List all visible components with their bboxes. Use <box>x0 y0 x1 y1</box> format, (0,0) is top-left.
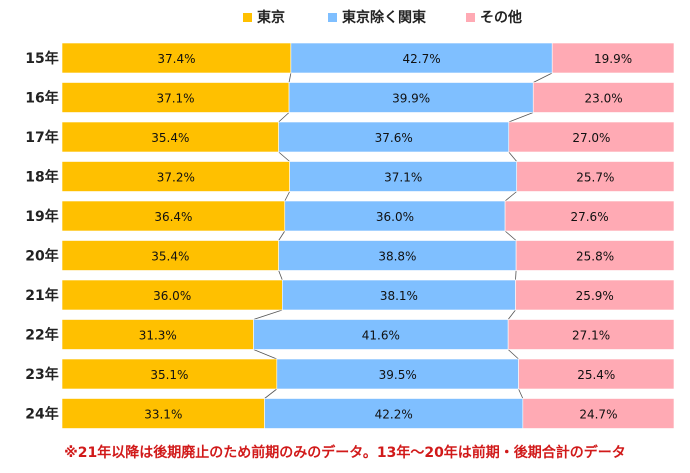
data-label-tokyo: 31.3% <box>139 329 177 343</box>
legend-swatch-other <box>466 12 475 22</box>
series-line <box>288 72 292 83</box>
data-label-kanto: 36.0% <box>376 210 414 224</box>
bar-kanto <box>253 319 509 350</box>
data-label-other: 25.4% <box>577 368 615 382</box>
category-label: 19年 <box>25 208 58 225</box>
series-line <box>278 270 283 281</box>
data-label-kanto: 38.8% <box>378 250 416 264</box>
legend-swatch-kanto <box>328 12 337 22</box>
series-line <box>278 230 286 241</box>
legend-swatch-tokyo <box>243 12 252 22</box>
data-label-tokyo: 36.0% <box>153 289 191 303</box>
series-line <box>508 112 534 123</box>
data-label-kanto: 41.6% <box>362 329 400 343</box>
data-label-other: 27.6% <box>570 210 608 224</box>
bar-kanto <box>278 240 517 271</box>
data-label-other: 27.1% <box>572 329 610 343</box>
category-label: 16年 <box>25 90 58 107</box>
data-label-kanto: 38.1% <box>380 289 418 303</box>
data-label-tokyo: 37.2% <box>157 171 195 185</box>
legend-label-kanto: 東京除く関東 <box>342 10 426 26</box>
data-label-other: 19.9% <box>594 52 632 66</box>
footnote: ※21年以降は後期廃止のため前期のみのデータ。13年～20年は前期・後期合計のデ… <box>64 445 626 461</box>
series-line <box>284 191 291 202</box>
series-line <box>533 72 553 83</box>
data-label-kanto: 39.5% <box>379 368 417 382</box>
bar-other <box>508 121 675 153</box>
bar-tokyo <box>61 42 292 74</box>
data-label-other: 25.8% <box>576 250 614 264</box>
bar-other <box>507 319 675 350</box>
data-label-tokyo: 37.1% <box>156 92 194 106</box>
category-label: 24年 <box>25 406 58 423</box>
bar-kanto <box>278 121 510 153</box>
category-label: 21年 <box>25 287 58 304</box>
bar-tokyo <box>61 358 278 390</box>
series-line <box>507 309 516 320</box>
bar-other <box>522 398 675 429</box>
bar-kanto <box>288 82 534 113</box>
data-label-kanto: 42.2% <box>375 408 413 422</box>
series-line <box>504 230 517 241</box>
data-label-other: 25.9% <box>576 289 614 303</box>
bar-tokyo <box>61 161 290 192</box>
legend: 東京 東京除く関東 その他 <box>0 7 690 29</box>
series-line <box>507 349 519 360</box>
bar-tokyo <box>61 200 286 232</box>
series-line <box>264 388 278 399</box>
series-line <box>253 349 277 360</box>
bar-tokyo <box>61 398 265 429</box>
bar-kanto <box>289 161 518 192</box>
data-label-tokyo: 35.4% <box>151 131 189 145</box>
category-label: 20年 <box>25 248 58 265</box>
data-label-tokyo: 35.1% <box>150 368 188 382</box>
data-label-other: 24.7% <box>579 408 617 422</box>
data-label-other: 27.0% <box>572 131 610 145</box>
data-label-kanto: 39.9% <box>392 92 430 106</box>
bar-other <box>516 161 675 192</box>
bar-tokyo <box>61 82 290 113</box>
category-label: 17年 <box>25 129 58 146</box>
data-label-kanto: 37.1% <box>384 171 422 185</box>
data-label-kanto: 42.7% <box>402 52 440 66</box>
bar-other <box>515 279 675 311</box>
data-label-other: 25.7% <box>576 171 614 185</box>
category-label: 23年 <box>25 366 58 383</box>
category-label: 22年 <box>25 327 58 344</box>
series-line <box>518 388 524 399</box>
bar-kanto <box>276 358 519 390</box>
bar-other <box>515 240 675 271</box>
series-line <box>515 270 517 281</box>
bar-other <box>532 82 675 113</box>
data-label-other: 23.0% <box>585 92 623 106</box>
bar-other <box>551 42 675 74</box>
data-label-tokyo: 36.4% <box>154 210 192 224</box>
series-line <box>278 112 290 123</box>
legend-item-kanto: 東京除く関東 <box>328 7 426 27</box>
data-label-tokyo: 33.1% <box>144 408 182 422</box>
bar-other <box>518 358 675 390</box>
bar-tokyo <box>61 121 279 153</box>
data-label-tokyo: 37.4% <box>157 52 195 66</box>
legend-label-tokyo: 東京 <box>257 10 285 26</box>
series-line <box>278 151 290 162</box>
legend-item-other: その他 <box>466 7 522 27</box>
series-line <box>508 151 518 162</box>
bar-other <box>504 200 675 232</box>
bar-kanto <box>284 200 506 232</box>
data-label-kanto: 37.6% <box>375 131 413 145</box>
data-label-tokyo: 35.4% <box>151 250 189 264</box>
series-line <box>504 191 517 202</box>
legend-item-tokyo: 東京 <box>243 7 285 27</box>
category-label: 15年 <box>25 50 58 67</box>
category-label: 18年 <box>25 169 58 186</box>
legend-label-other: その他 <box>480 10 522 26</box>
bar-kanto <box>264 398 524 429</box>
series-line <box>253 309 283 320</box>
